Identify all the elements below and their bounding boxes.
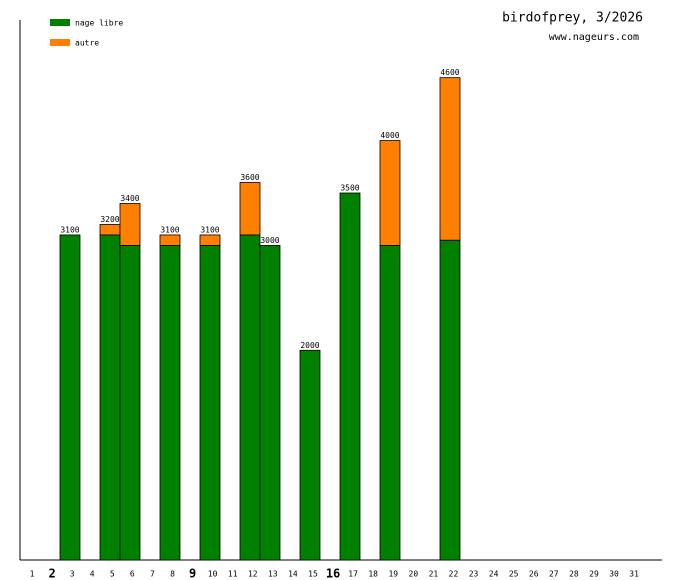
bar-segment xyxy=(159,245,181,561)
bar-segment xyxy=(119,245,141,561)
bar-segment xyxy=(299,349,321,561)
bar-total-label: 3000 xyxy=(260,236,279,245)
x-tick-label: 8 xyxy=(170,570,175,579)
bar-segment xyxy=(379,245,401,561)
bar-segment xyxy=(259,245,281,561)
bar-segment xyxy=(119,203,141,246)
x-tick-label: 18 xyxy=(368,570,378,579)
bar-segment xyxy=(239,182,261,236)
bar-segment xyxy=(379,140,401,246)
bar-segment xyxy=(439,77,461,241)
chart-title: birdofprey, 3/2026 xyxy=(502,11,643,26)
bar-total-label: 4000 xyxy=(380,131,399,140)
bar-total-label: 3100 xyxy=(160,225,179,234)
x-tick-label: 30 xyxy=(609,570,619,579)
x-tick-label: 17 xyxy=(348,570,358,579)
bar-total-label: 2000 xyxy=(300,341,319,350)
x-tick-label: 9 xyxy=(189,567,196,580)
x-tick-label: 10 xyxy=(208,570,218,579)
bar-segment xyxy=(59,234,81,561)
legend-label: autre xyxy=(75,39,99,48)
x-tick-label: 23 xyxy=(469,570,479,579)
x-tick-label: 29 xyxy=(589,570,599,579)
bar-total-label: 3400 xyxy=(120,194,139,203)
bar-total-label: 4600 xyxy=(440,68,459,77)
x-tick-label: 6 xyxy=(130,570,135,579)
legend-swatch xyxy=(50,19,70,26)
x-tick-label: 21 xyxy=(429,570,439,579)
bar-segment xyxy=(439,239,461,561)
bar-segment xyxy=(99,234,121,561)
x-tick-label: 31 xyxy=(629,570,639,579)
bar-total-label: 3100 xyxy=(200,225,219,234)
legend-label: nage libre xyxy=(75,19,123,28)
x-tick-label: 11 xyxy=(228,570,238,579)
bar-segment xyxy=(159,234,181,246)
x-tick-label: 27 xyxy=(549,570,559,579)
x-tick-label: 12 xyxy=(248,570,258,579)
x-tick-label: 14 xyxy=(288,570,298,579)
x-tick-label: 25 xyxy=(509,570,519,579)
x-tick-label: 28 xyxy=(569,570,579,579)
x-tick-label: 24 xyxy=(489,570,499,579)
x-tick-label: 22 xyxy=(449,570,459,579)
x-tick-label: 1 xyxy=(30,570,35,579)
x-tick-label: 7 xyxy=(150,570,155,579)
x-tick-label: 4 xyxy=(90,570,95,579)
bar-segment xyxy=(239,234,261,561)
chart-subtitle: www.nageurs.com xyxy=(549,32,639,43)
x-tick-label: 13 xyxy=(268,570,278,579)
x-tick-label: 26 xyxy=(529,570,539,579)
legend-swatch xyxy=(50,39,70,46)
bar-segment xyxy=(199,245,221,561)
bar-segment xyxy=(199,234,221,246)
bar-total-label: 3600 xyxy=(240,173,259,182)
bar-segment xyxy=(339,192,361,561)
bar-total-label: 3100 xyxy=(60,225,79,234)
x-tick-label: 5 xyxy=(110,570,115,579)
x-tick-label: 16 xyxy=(326,567,340,580)
x-tick-label: 20 xyxy=(409,570,419,579)
x-tick-label: 3 xyxy=(70,570,75,579)
bar-total-label: 3200 xyxy=(100,215,119,224)
bar-segment xyxy=(99,224,121,236)
x-tick-label: 2 xyxy=(48,567,55,580)
x-tick-label: 15 xyxy=(308,570,318,579)
bar-total-label: 3500 xyxy=(340,184,359,193)
x-tick-label: 19 xyxy=(388,570,398,579)
